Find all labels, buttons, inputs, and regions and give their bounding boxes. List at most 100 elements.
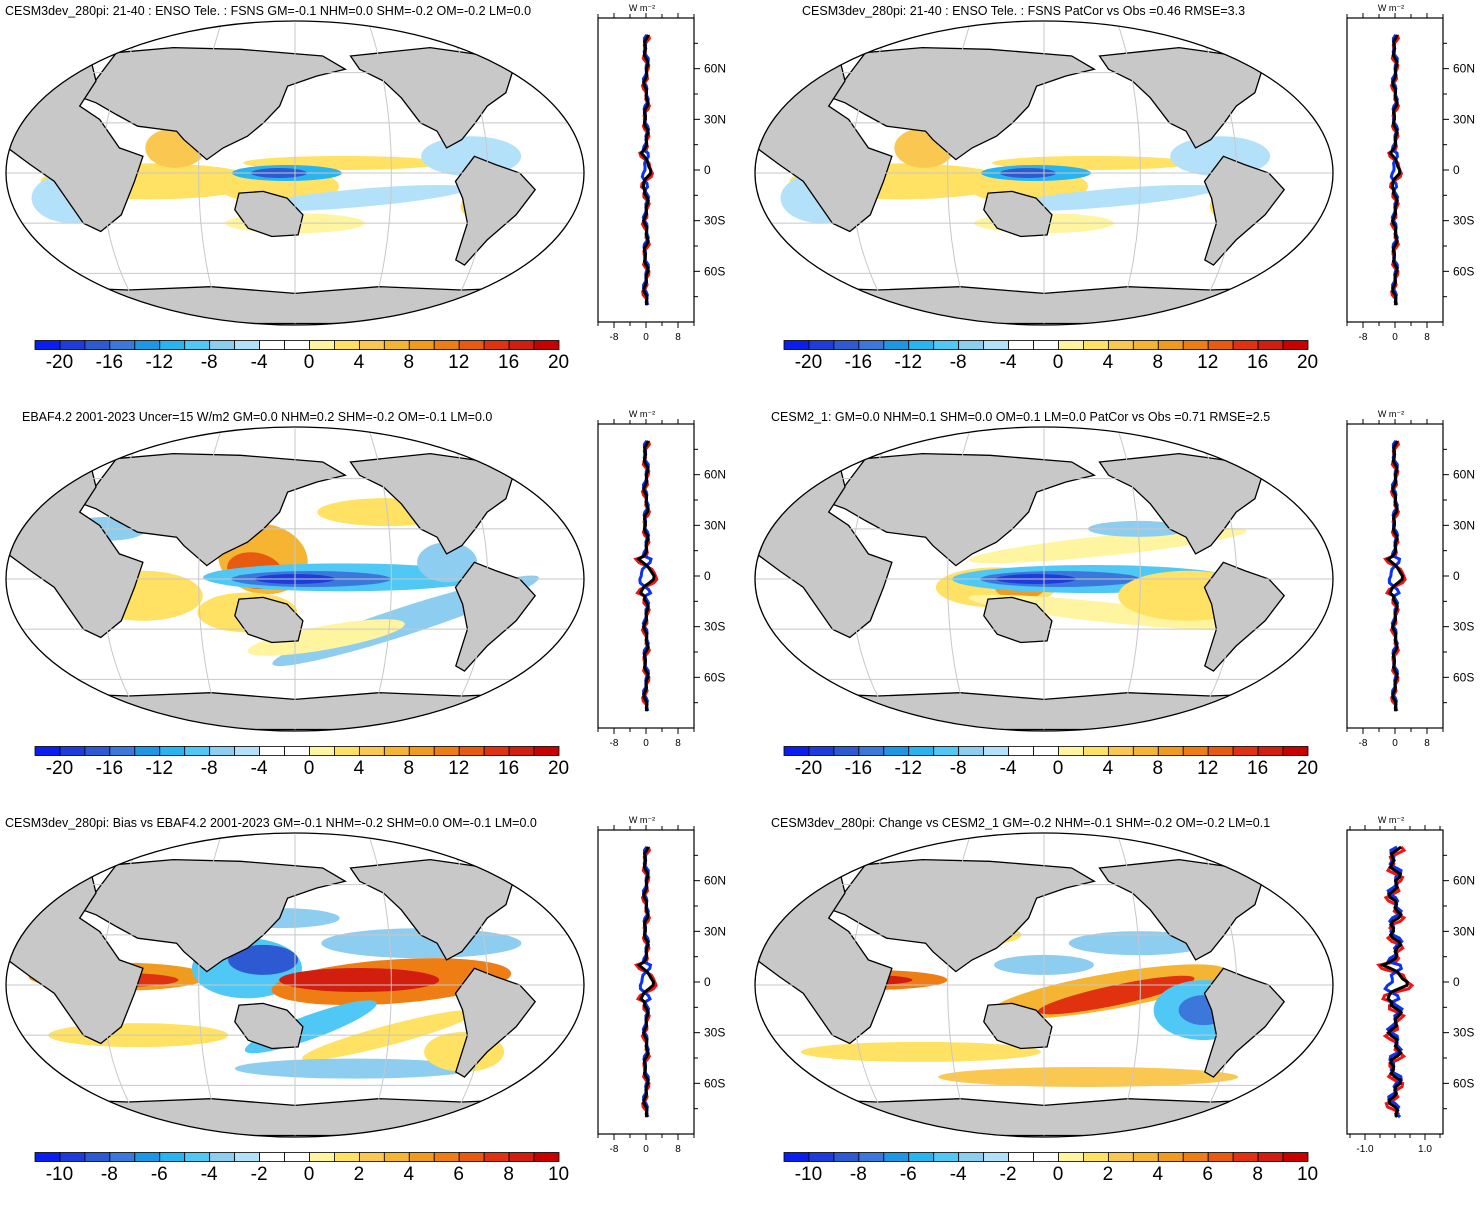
profile-lat-label: 30N	[704, 924, 726, 938]
graticule	[6, 428, 584, 730]
colorbar-swatch	[883, 1152, 910, 1162]
colorbar-tick-label: 20	[547, 352, 570, 373]
colorbar-swatch	[533, 746, 560, 756]
profile-lat-label: 30S	[1453, 1026, 1474, 1040]
colorbar	[783, 746, 1309, 756]
panel-change: CESM3dev_280pi: Change vs CESM2_1 GM=-0.…	[749, 812, 1483, 1208]
colorbar-tick-label: 0	[1052, 1164, 1064, 1185]
colorbar-tick-label: -6	[899, 1164, 917, 1185]
colorbar-swatch	[1083, 340, 1109, 350]
colorbar-tick-label: 20	[547, 758, 570, 779]
graticule	[6, 834, 584, 1136]
colorbar-tick-label: -6	[150, 1164, 168, 1185]
colorbar-swatch	[209, 746, 236, 756]
greenland-landmass	[490, 35, 540, 71]
colorbar-tick-label: -12	[894, 758, 923, 779]
colorbar-tick-label: 12	[1197, 352, 1219, 373]
colorbar-swatch	[783, 1152, 810, 1162]
profile-x-tick-label: -8	[610, 1144, 619, 1155]
colorbar-swatch	[1157, 1152, 1184, 1162]
map-border	[5, 832, 585, 1138]
profile-lat-label: 60S	[704, 264, 725, 278]
asia-landmass	[830, 46, 1097, 161]
colorbar-swatch	[483, 340, 510, 350]
colorbar-swatch	[1058, 746, 1084, 756]
colorbar-swatch	[34, 1152, 61, 1162]
colorbar-swatch	[159, 340, 186, 350]
colorbar-swatch	[908, 746, 935, 756]
robinson-map	[754, 832, 1334, 1138]
profile-lat-label: 60S	[1453, 264, 1474, 278]
colorbar-tick-label: -16	[844, 758, 873, 779]
colorbar-swatch	[508, 340, 535, 350]
colorbar-swatch	[209, 1152, 236, 1162]
colorbar-swatch	[858, 1152, 885, 1162]
profile-lat-label: 60S	[1453, 670, 1474, 684]
profile-x-tick-label: -8	[1359, 738, 1368, 749]
asia-landmass	[81, 858, 348, 973]
colorbar-tick-label: 0	[1052, 352, 1064, 373]
colorbar-tick-label: 20	[1296, 758, 1319, 779]
profile-line-black	[636, 846, 656, 1118]
colorbar-swatch	[533, 1152, 560, 1162]
asia-landmass	[830, 452, 1097, 567]
colorbar-tick-label: -10	[794, 1164, 823, 1185]
greenland-landmass	[1239, 847, 1289, 883]
colorbar-swatch	[309, 746, 335, 756]
colorbar-swatch	[1107, 340, 1134, 350]
colorbar-swatch	[1132, 1152, 1159, 1162]
colorbar-swatch	[234, 746, 260, 756]
zonal-mean-profile: W m⁻² -8 0 8 60N 30N 0 30S 60S	[597, 3, 726, 343]
colorbar-tick-label: 4	[353, 758, 365, 779]
colorbar-swatch	[1157, 746, 1184, 756]
zonal-mean-profile: W m⁻² -8 0 8 60N 30N 0 30S 60S	[597, 815, 726, 1155]
colorbar-swatch	[159, 746, 186, 756]
colorbar-swatch	[134, 1152, 161, 1162]
robinson-map	[754, 20, 1334, 326]
colorbar-tick-label: 12	[1197, 758, 1219, 779]
profile-x-tick-label: -8	[610, 332, 619, 343]
colorbar-swatch	[458, 746, 485, 756]
colorbar-swatch	[383, 340, 410, 350]
greenland-landmass	[490, 847, 540, 883]
colorbar-swatch	[284, 340, 310, 350]
colorbar-swatch	[858, 746, 885, 756]
colorbar-swatch	[1157, 340, 1184, 350]
graticule	[755, 834, 1333, 1136]
asia-landmass	[81, 46, 348, 161]
anomaly-patch	[938, 1066, 1239, 1087]
profile-lat-label: 30S	[1453, 620, 1474, 634]
colorbar-swatch	[109, 746, 136, 756]
profile-lat-label: 60N	[1453, 62, 1475, 76]
colorbar	[34, 746, 560, 756]
zonal-mean-profile: W m⁻² -8 0 8 60N 30N 0 30S 60S	[1346, 3, 1475, 343]
profile-lat-label: 60N	[704, 468, 726, 482]
colorbar-tick-label: 20	[1296, 352, 1319, 373]
australia-landmass	[983, 190, 1053, 238]
colorbar-swatch	[59, 1152, 86, 1162]
colorbar-tick-label: 4	[1102, 352, 1114, 373]
profile-lat-label: 0	[704, 975, 711, 989]
colorbar-swatch	[334, 746, 360, 756]
colorbar-swatch	[958, 746, 985, 756]
colorbar-tick-label: -20	[45, 758, 74, 779]
colorbar-swatch	[1207, 340, 1234, 350]
profile-lat-label: 0	[704, 569, 711, 583]
colorbar-tick-label: 12	[448, 758, 470, 779]
colorbar-swatch	[358, 340, 385, 350]
greenland-landmass	[1239, 35, 1289, 71]
colorbar-swatch	[1033, 1152, 1059, 1162]
colorbar-tick-label: 2	[353, 1164, 365, 1185]
greenland-landmass	[490, 441, 540, 477]
colorbar-tick-label: 16	[1247, 352, 1269, 373]
colorbar-swatch	[983, 1152, 1009, 1162]
colorbar	[783, 1152, 1309, 1162]
profile-lat-label: 30N	[1453, 518, 1475, 532]
colorbar-swatch	[184, 746, 211, 756]
colorbar-tick-label: -8	[200, 758, 218, 779]
colorbar-swatch	[1257, 340, 1284, 350]
panel-bias: CESM3dev_280pi: Bias vs EBAF4.2 2001-202…	[0, 812, 742, 1208]
australia-landmass	[234, 1002, 304, 1050]
colorbar-swatch	[808, 1152, 835, 1162]
profile-x-tick-label: 0	[643, 1144, 649, 1155]
